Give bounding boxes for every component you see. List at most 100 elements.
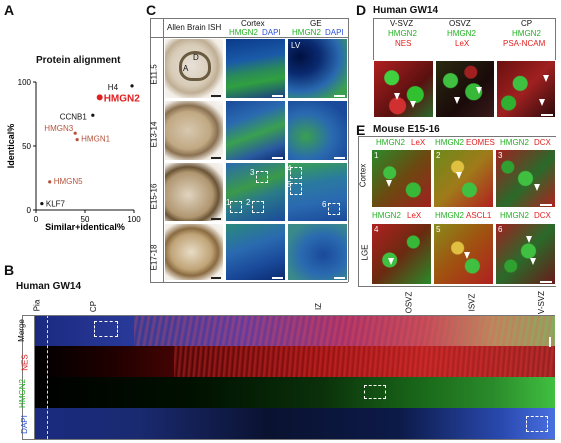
col-ge-title: GE [310, 19, 322, 28]
d-col3-a: HMGN2 [512, 29, 541, 38]
x-tick-label: 50 [81, 215, 90, 224]
strip-hmgn2 [34, 377, 555, 408]
row-dapi: DAPI [19, 415, 29, 434]
box-4: 4 [287, 164, 292, 173]
x-tick-label: 100 [127, 215, 141, 224]
zone-pia: Pia [32, 299, 42, 312]
col-ge-dapi: DAPI [325, 28, 344, 37]
point-label-hmgn1: HMGN1 [81, 135, 110, 144]
col-cortex-dapi: DAPI [262, 28, 281, 37]
cortex-e11 [225, 38, 286, 99]
y-tick-label: 100 [18, 78, 32, 87]
row-nes: NES [20, 354, 30, 371]
e-top3-a: HMGN2 [500, 138, 529, 147]
e-row-cortex: Cortex [358, 163, 368, 188]
strip-dapi [34, 408, 555, 439]
point-hmgn2 [96, 94, 103, 101]
ge-e13 [287, 100, 348, 161]
d-col2-b: LeX [455, 39, 470, 48]
panel-e-title: Mouse E15-16 [373, 124, 440, 135]
point-label-hmgn5: HMGN5 [54, 177, 83, 186]
zone-cp: CP [89, 300, 99, 313]
zone-isvz: ISVZ [467, 293, 477, 312]
ish-e15 [164, 162, 224, 222]
ge-e15: 4 5 6 [287, 162, 348, 222]
e-img-5-num: 5 [436, 225, 441, 234]
box-3: 3 [250, 168, 255, 177]
row-hmgn2: HMGN2 [17, 379, 27, 408]
point-label-h4: H4 [108, 83, 119, 92]
d-col3-b: PSA-NCAM [503, 39, 546, 48]
e-img-3: 3 [495, 149, 556, 208]
e-row-lge: LGE [360, 244, 370, 261]
point-h4 [130, 84, 134, 88]
d-col2-zone: OSVZ [449, 19, 471, 28]
box-1: 1 [226, 198, 231, 207]
e-img-2-num: 2 [436, 151, 441, 160]
row-merge: Merge [16, 319, 26, 342]
box-2: 2 [246, 198, 251, 207]
panel-c-letter: C [146, 2, 157, 18]
panel-b-letter: B [4, 262, 15, 278]
e-bot1-b: LeX [407, 211, 422, 220]
box-6: 6 [322, 200, 327, 209]
panel-b-strips [34, 315, 555, 439]
point-label-ccnb1: CCNB1 [60, 112, 88, 121]
e-img-5: 5 [433, 223, 494, 285]
zone-vsvz: V-SVZ [537, 290, 547, 315]
row-e13: E13-14 [149, 121, 159, 148]
row-e15: E15-16 [149, 183, 159, 210]
panel-d-letter: D [356, 2, 367, 18]
col-ge-hmgn2: HMGN2 [292, 28, 321, 37]
ish-e13 [164, 100, 224, 161]
strip-nes [34, 346, 555, 377]
e-img-3-num: 3 [498, 151, 503, 160]
e-img-1: 1 [371, 149, 432, 208]
e-top2-b: EOMES [466, 138, 495, 147]
zone-iz: IZ [314, 302, 324, 311]
hmgn2-osvz-box [364, 385, 386, 399]
axis-d-label: D [193, 53, 199, 62]
protein-alignment-scatter: 005050100100Similar+identical%Identical%… [6, 78, 141, 232]
point-ccnb1 [91, 113, 95, 117]
e-bot1-a: HMGN2 [372, 211, 401, 220]
ish-e17 [164, 223, 224, 281]
d-col1-a: HMGN2 [388, 29, 417, 38]
e-bot2-a: HMGN2 [435, 211, 464, 220]
dapi-vsvz-box [526, 416, 548, 432]
col-cortex-title: Cortex [241, 19, 265, 28]
e-top3-b: DCX [534, 138, 551, 147]
ish-e11: D A [164, 38, 224, 99]
panel-a-title: Protein alignment [36, 55, 121, 66]
point-label-hmgn3: HMGN3 [44, 124, 73, 133]
point-hmgn1 [75, 138, 79, 142]
panel-b-title: Human GW14 [16, 281, 82, 292]
e-top2-a: HMGN2 [435, 138, 464, 147]
row-e11: E11.5 [149, 64, 159, 85]
d-col1-b: NES [395, 39, 412, 48]
point-label-klf7: KLF7 [46, 200, 66, 209]
point-label-hmgn2: HMGN2 [104, 93, 141, 104]
panel-d-title: Human GW14 [373, 5, 439, 16]
e-img-4: 4 [371, 223, 432, 285]
y-axis-label: Identical% [6, 124, 16, 169]
d-col1-zone: V-SVZ [390, 19, 414, 28]
col-allen-ish: Allen Brain ISH [167, 23, 222, 32]
e-img-6-num: 6 [498, 225, 503, 234]
e-top1-b: LeX [411, 138, 426, 147]
e-img-2: 2 [433, 149, 494, 208]
cortex-e17 [225, 223, 286, 281]
cortex-e15: 3 1 2 [225, 162, 286, 222]
d-img-osvz [435, 60, 495, 118]
col-cortex-hmgn2: HMGN2 [229, 28, 258, 37]
merge-cp-box [94, 321, 118, 337]
point-klf7 [40, 202, 44, 206]
strip-merge [34, 315, 555, 346]
row-e17: E17-18 [149, 244, 159, 271]
e-img-1-num: 1 [374, 151, 379, 160]
d-col2-a: HMGN2 [447, 29, 476, 38]
zone-osvz: OSVZ [404, 291, 414, 314]
box-5: 5 [287, 180, 292, 189]
panel-a-letter: A [4, 2, 15, 18]
cortex-e13 [225, 100, 286, 161]
